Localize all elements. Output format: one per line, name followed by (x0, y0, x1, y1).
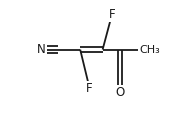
Text: CH₃: CH₃ (139, 45, 160, 55)
Text: F: F (109, 8, 115, 21)
Text: O: O (116, 86, 125, 99)
Text: N: N (37, 43, 46, 56)
Text: F: F (86, 82, 93, 95)
